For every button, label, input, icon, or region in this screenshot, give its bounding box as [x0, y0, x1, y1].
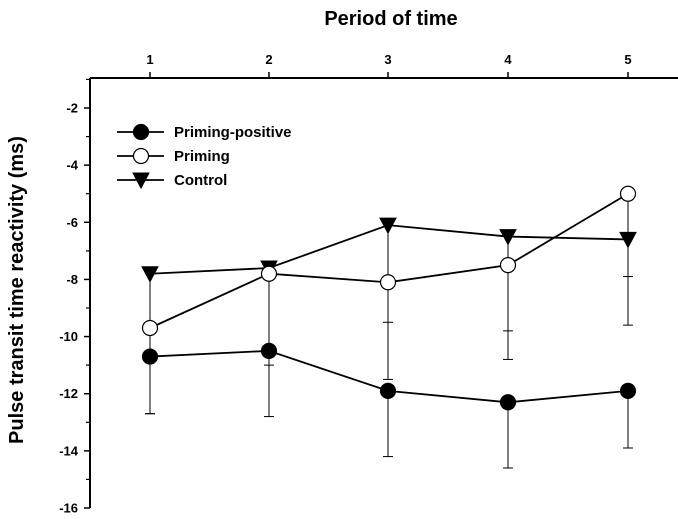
x-tick-label: 5	[624, 52, 631, 67]
y-tick-label: -6	[66, 215, 78, 230]
series-line	[149, 192, 629, 329]
legend-marker	[132, 123, 150, 141]
x-axis-title: Period of time	[324, 8, 457, 30]
legend-label: Priming-positive	[174, 124, 292, 141]
data-point	[379, 274, 397, 291]
data-point	[619, 382, 637, 399]
data-point	[141, 266, 159, 283]
data-point	[499, 257, 517, 274]
axes	[84, 72, 678, 509]
data-point	[260, 342, 278, 359]
series-line	[149, 224, 629, 275]
y-tick-label: -12	[59, 386, 78, 401]
data-point	[379, 382, 397, 399]
x-tick-label: 4	[504, 52, 512, 67]
data-point	[379, 217, 397, 235]
legend-item: Control	[117, 172, 227, 190]
y-tick-labels: -2 -4 -6 -8 -10 -12 -14 -16	[59, 101, 79, 516]
x-tick-label: 1	[146, 52, 153, 67]
y-tick-label: -14	[59, 443, 79, 458]
data-point	[619, 231, 637, 249]
x-tick-label: 2	[265, 52, 272, 67]
y-tick-label: -2	[66, 101, 78, 116]
data-markers	[141, 185, 637, 411]
y-tick-label: -10	[59, 329, 78, 344]
y-axis-title: Pulse transit time reactivity (ms)	[6, 136, 28, 444]
data-point	[141, 319, 159, 337]
data-point	[260, 265, 278, 282]
x-tick-labels: 1 2 3 4 5	[146, 52, 631, 67]
y-tick-label: -16	[59, 501, 78, 516]
x-tick-label: 3	[384, 52, 391, 67]
legend-label: Priming	[174, 148, 230, 165]
error-bars	[145, 193, 633, 469]
legend-label: Control	[174, 172, 227, 189]
legend-marker	[132, 147, 150, 165]
legend-item: Priming-positive	[117, 123, 292, 141]
data-point	[499, 394, 517, 411]
legend-item: Priming	[117, 147, 230, 165]
data-point	[619, 185, 637, 202]
data-point	[499, 229, 517, 246]
legend: Priming-positive Priming Control	[117, 123, 292, 190]
y-tick-label: -8	[66, 272, 78, 287]
data-point	[141, 348, 159, 365]
legend-marker	[132, 172, 150, 190]
y-tick-label: -4	[66, 158, 78, 173]
